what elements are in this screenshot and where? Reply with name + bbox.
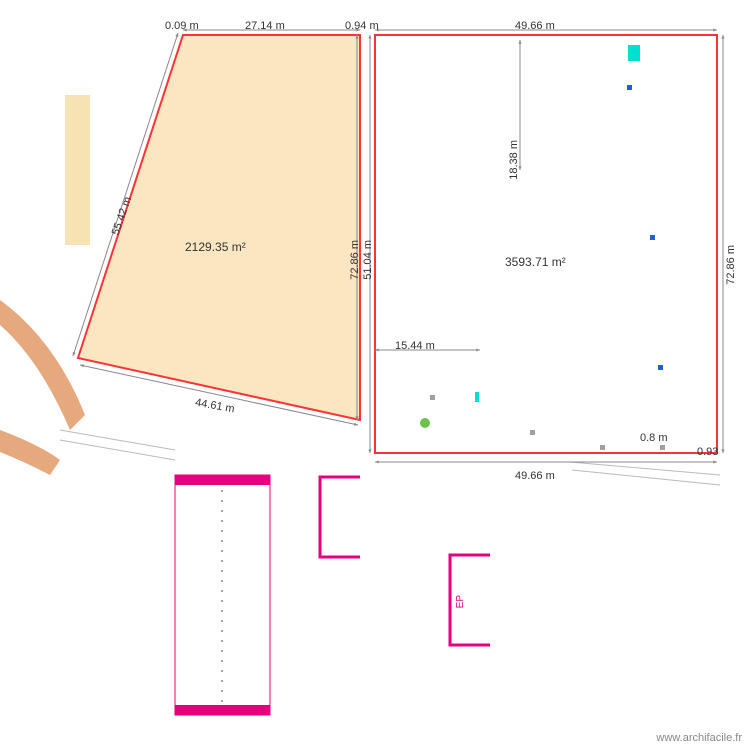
dim-mid-horiz: 15.44 m — [395, 340, 435, 352]
dim-mid-vert1: 72.86 m — [349, 240, 361, 280]
dim-mid-vert2: 51.04 m — [362, 240, 374, 280]
dim-bottom-right: 49.66 m — [515, 470, 555, 482]
watermark-text: www.archifacile.fr — [656, 732, 742, 744]
plan-canvas: 2129.35 m² 3593.71 m² 0.09 m 27.14 m 0.9… — [0, 0, 750, 750]
area-label-right: 3593.71 m² — [505, 255, 566, 269]
road-arcs — [0, 300, 85, 475]
dim-right-vert: 72.86 m — [725, 245, 737, 285]
pink-ep-label: EP — [455, 595, 466, 608]
dim-top-right: 49.66 m — [515, 20, 555, 32]
area-label-left: 2129.35 m² — [185, 240, 246, 254]
parcel-right — [375, 35, 717, 453]
dim-br-small: 0.8 m — [640, 432, 668, 444]
dim-inner-vert: 18.38 m — [508, 140, 520, 180]
dim-top-mid: 0.94 m — [345, 20, 379, 32]
dim-br-small2: 0.93 — [697, 446, 718, 458]
plan-svg — [0, 0, 750, 750]
dim-top-left: 27.14 m — [245, 20, 285, 32]
dim-top-small: 0.09 m — [165, 20, 199, 32]
